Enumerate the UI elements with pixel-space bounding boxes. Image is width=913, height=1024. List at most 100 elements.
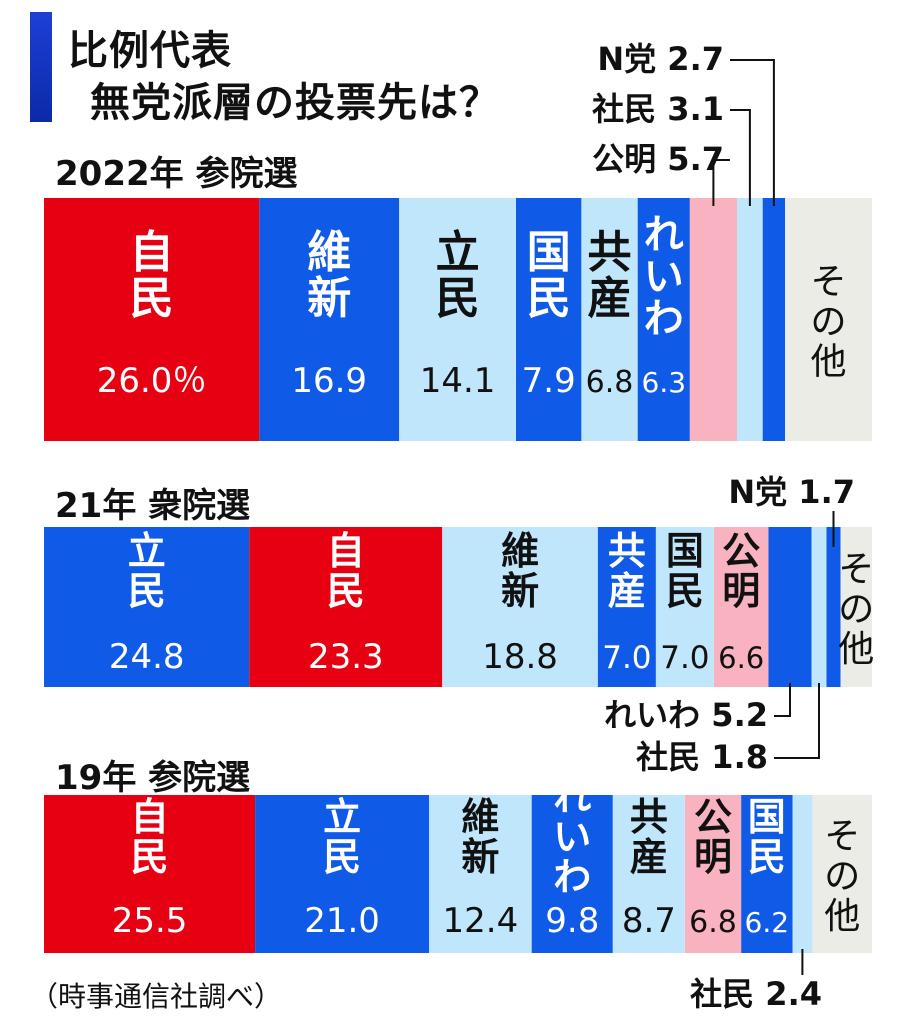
bar-segment-chart2-seg0 [44, 795, 256, 953]
segment-value-chart0-seg1: 16.9 [291, 361, 367, 401]
segment-name-chart2-seg0-char1: 民 [131, 835, 169, 879]
title-accent-bar [30, 12, 52, 122]
callout-label-chart1-seg8: N党 1.7 [728, 473, 855, 511]
segment-name-chart1-seg0-char1: 民 [128, 569, 166, 613]
bar-segment-chart2-seg1 [255, 795, 429, 953]
segment-value-chart1-seg0: 24.8 [109, 637, 185, 677]
segment-value-chart0-seg0: 26.0％ [97, 361, 207, 401]
segment-value-chart1-seg4: 7.0 [660, 640, 709, 676]
bar-segment-chart1-seg0 [44, 527, 250, 687]
segment-name-chart2-seg3-char2: わ [553, 855, 591, 899]
source-note: （時事通信社調べ） [30, 980, 283, 1013]
bar-segment-chart1-seg1 [249, 527, 443, 687]
segment-name-chart2-seg1-char0: 立 [323, 795, 361, 839]
segment-name-chart0-seg1-char1: 新 [307, 273, 351, 324]
other-label-chart2-seg8-char0: そ [824, 816, 860, 857]
segment-value-chart2-seg2: 12.4 [443, 901, 519, 941]
segment-value-chart1-seg5: 6.6 [718, 641, 764, 675]
segment-value-chart2-seg1: 21.0 [304, 901, 380, 941]
bar-segment-chart0-seg5 [637, 198, 690, 441]
segment-name-chart1-seg3-char0: 共 [608, 529, 646, 573]
other-label-chart1-seg9-char2: 他 [838, 629, 874, 670]
segment-value-chart1-seg3: 7.0 [602, 640, 651, 676]
bar-segment-chart0-seg8 [762, 198, 786, 441]
bar-segment-chart1-seg2 [442, 527, 598, 687]
segment-name-chart2-seg6-char0: 国 [748, 795, 786, 839]
segment-name-chart1-seg4-char0: 国 [666, 529, 704, 573]
other-label-chart0-seg9-char2: 他 [810, 342, 846, 383]
bar-segment-chart0-seg0 [44, 198, 260, 441]
bar-segment-chart2-seg5 [684, 795, 742, 953]
segment-name-chart0-seg5-char1: い [644, 254, 684, 300]
callout-label-chart1-seg6: れいわ 5.2 [604, 696, 768, 734]
bar-segment-chart0-seg9 [785, 198, 872, 441]
segment-name-chart2-seg6-char1: 民 [748, 835, 786, 879]
bar-segment-chart1-seg8 [826, 527, 841, 687]
segment-name-chart1-seg5-char1: 明 [722, 569, 760, 613]
segment-name-chart2-seg4-char0: 共 [630, 795, 668, 839]
segment-name-chart0-seg0-char1: 民 [130, 273, 174, 324]
callout-leader-chart1-seg7 [774, 683, 820, 759]
bar-segment-chart2-seg8 [812, 795, 872, 953]
other-label-chart1-seg9-char0: そ [838, 549, 874, 590]
bar-segment-chart1-seg7 [811, 527, 827, 687]
chart-title-line1: 比例代表 [68, 28, 232, 74]
segment-name-chart1-seg0-char0: 立 [128, 529, 166, 573]
bar-segment-chart1-seg3 [597, 527, 656, 687]
callout-leader-chart0-seg7 [730, 109, 751, 206]
bar-segment-chart0-seg1 [259, 198, 400, 441]
segment-name-chart1-seg2-char0: 維 [501, 529, 539, 573]
segment-value-chart0-seg3: 7.9 [522, 361, 576, 401]
callout-label-chart2-seg7: 社民 2.4 [690, 975, 822, 1013]
bar-segment-chart2-seg4 [612, 795, 685, 953]
segment-name-chart0-seg2-char0: 立 [436, 227, 480, 278]
bar-segment-chart1-seg9 [840, 527, 872, 687]
callout-leader-chart0-seg8 [730, 59, 775, 206]
segment-name-chart0-seg1-char0: 維 [307, 227, 351, 278]
segment-name-chart1-seg5-char0: 公 [722, 529, 760, 573]
segment-name-chart1-seg4-char1: 民 [666, 569, 704, 613]
segment-value-chart0-seg4: 6.8 [586, 365, 634, 400]
segment-name-chart2-seg3-char1: い [553, 815, 591, 859]
segment-name-chart1-seg1-char0: 自 [327, 529, 365, 573]
segment-name-chart1-seg2-char1: 新 [501, 569, 539, 613]
section-title-2019: 19年 参院選 [55, 758, 251, 798]
section-title-2021: 21年 衆院選 [55, 486, 251, 526]
segment-name-chart2-seg0-char0: 自 [131, 795, 169, 839]
bar-segment-chart1-seg6 [768, 527, 812, 687]
segment-name-chart0-seg4-char0: 共 [588, 227, 632, 278]
segment-value-chart1-seg2: 18.8 [482, 637, 558, 677]
bar-segment-chart0-seg4 [581, 198, 638, 441]
segment-name-chart2-seg2-char1: 新 [461, 835, 499, 879]
segment-name-chart2-seg5-char1: 明 [694, 835, 732, 879]
other-label-chart2-seg8-char2: 他 [824, 896, 860, 937]
segment-value-chart2-seg3: 9.8 [545, 901, 599, 941]
chart-title-line2: 無党派層の投票先は？ [90, 80, 500, 126]
other-label-chart0-seg9-char0: そ [810, 262, 846, 303]
segment-name-chart2-seg5-char0: 公 [694, 795, 732, 839]
segment-name-chart0-seg0-char0: 自 [130, 227, 174, 278]
callout-label-chart0-seg8: N党 2.7 [597, 40, 724, 78]
bar-segment-chart1-seg5 [713, 527, 769, 687]
bar-segment-chart0-seg2 [399, 198, 516, 441]
bar-segment-chart0-seg6 [689, 198, 737, 441]
segment-name-chart2-seg3-char0: れ [553, 775, 591, 819]
segment-name-chart1-seg3-char1: 産 [608, 569, 646, 613]
section-title-2022: 2022年 参院選 [55, 154, 298, 194]
callout-leader-chart1-seg6 [774, 683, 791, 717]
segment-name-chart2-seg2-char0: 維 [461, 795, 499, 839]
segment-name-chart0-seg2-char1: 民 [436, 273, 480, 324]
other-label-chart1-seg9-char1: の [838, 589, 874, 630]
bar-segment-chart2-seg6 [741, 795, 793, 953]
bar-segment-chart2-seg7 [792, 795, 813, 953]
segment-name-chart1-seg1-char1: 民 [327, 569, 365, 613]
segment-value-chart0-seg2: 14.1 [420, 361, 496, 401]
other-label-chart2-seg8-char1: の [824, 856, 860, 897]
segment-name-chart0-seg3-char0: 国 [527, 227, 571, 278]
bar-segment-chart1-seg4 [655, 527, 714, 687]
segment-value-chart2-seg4: 8.7 [622, 901, 676, 941]
segment-name-chart0-seg3-char1: 民 [527, 273, 571, 324]
callout-label-chart1-seg7: 社民 1.8 [636, 738, 768, 776]
bar-segment-chart0-seg7 [737, 198, 763, 441]
callout-leader-chart0-seg6 [712, 159, 730, 206]
